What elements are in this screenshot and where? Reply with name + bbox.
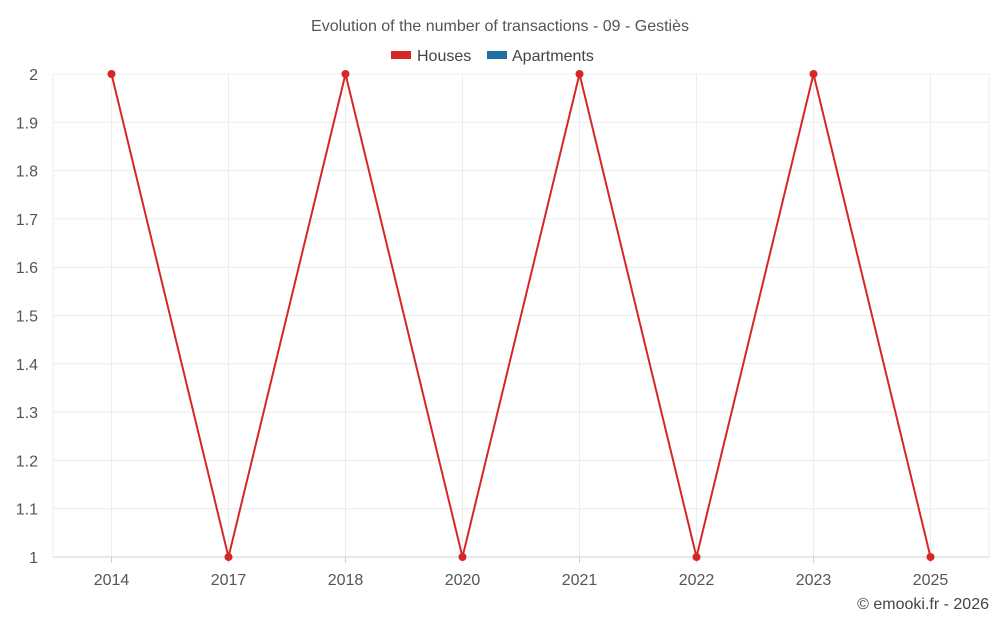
x-axis-ticks: 2014 2017 2018 2020 2021 2022 2023 2025 [94, 572, 949, 589]
data-point-houses[interactable] [692, 553, 701, 561]
data-point-houses[interactable] [809, 70, 818, 78]
chart-title: Evolution of the number of transactions … [311, 18, 689, 35]
y-tick-label: 1.4 [16, 357, 38, 374]
y-tick-label: 1.7 [16, 212, 38, 229]
y-tick-label: 1.3 [16, 405, 38, 422]
y-tick-label: 2 [29, 67, 38, 84]
credit-text: © emooki.fr - 2026 [857, 596, 989, 613]
y-tick-label: 1.6 [16, 260, 38, 277]
y-tick-label: 1.1 [16, 502, 38, 519]
x-tick-label: 2017 [211, 572, 247, 589]
x-tick-label: 2014 [94, 572, 130, 589]
data-point-houses[interactable] [224, 553, 233, 561]
data-point-houses[interactable] [575, 70, 584, 78]
series [107, 70, 935, 561]
legend: Houses Apartments [391, 48, 594, 65]
x-tick-label: 2018 [328, 572, 364, 589]
axes [52, 74, 990, 563]
x-tick-label: 2022 [679, 572, 715, 589]
legend-swatch-houses [391, 51, 411, 59]
data-point-houses[interactable] [341, 70, 350, 78]
legend-label-apartments[interactable]: Apartments [512, 48, 594, 65]
data-point-houses[interactable] [458, 553, 467, 561]
x-tick-label: 2023 [796, 572, 832, 589]
x-tick-label: 2025 [913, 572, 949, 589]
series-line-houses [110, 73, 932, 558]
y-axis-ticks: 1 1.1 1.2 1.3 1.4 1.5 1.6 1.7 1.8 1.9 2 [16, 67, 38, 567]
legend-label-houses[interactable]: Houses [417, 48, 471, 65]
x-tick-label: 2020 [445, 572, 481, 589]
y-tick-label: 1.9 [16, 115, 38, 132]
data-point-houses[interactable] [926, 553, 935, 561]
x-tick-label: 2021 [562, 572, 598, 589]
data-point-houses[interactable] [107, 70, 116, 78]
y-tick-label: 1.5 [16, 309, 38, 326]
legend-swatch-apartments [487, 51, 507, 59]
y-tick-label: 1 [29, 550, 38, 567]
y-tick-label: 1.8 [16, 164, 38, 181]
y-tick-label: 1.2 [16, 453, 38, 470]
